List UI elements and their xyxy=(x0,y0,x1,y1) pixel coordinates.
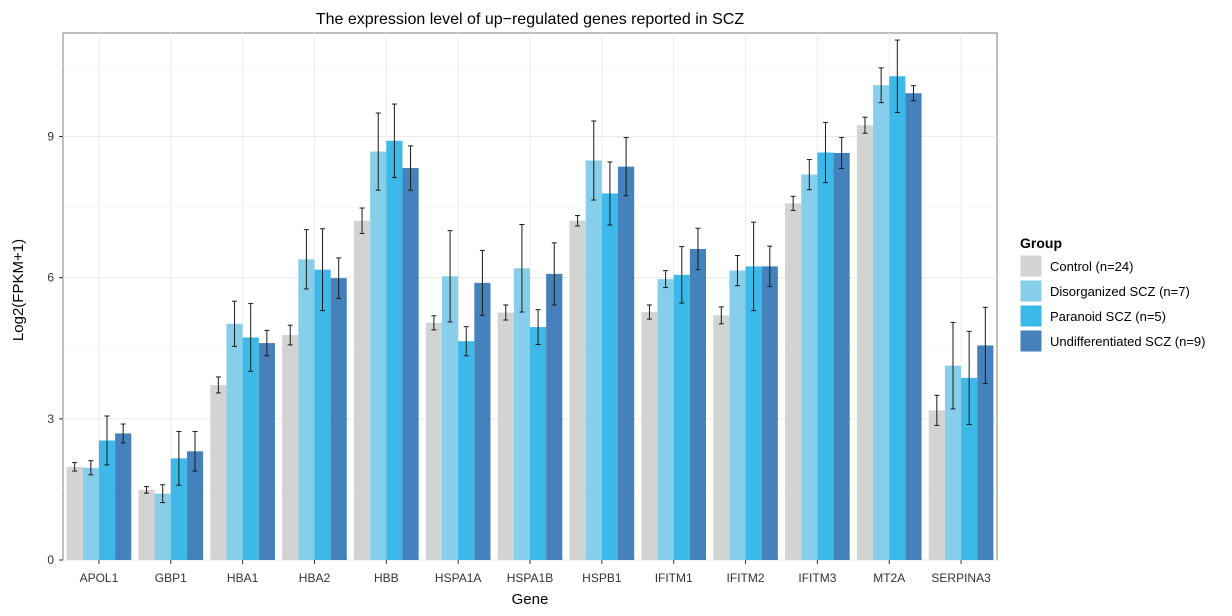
bar-hspa1a-0 xyxy=(425,322,442,560)
x-tick-label: IFITM3 xyxy=(798,571,836,585)
bar-hspb1-0 xyxy=(569,220,586,560)
bar-serpina3-0 xyxy=(928,410,945,560)
bar-hba1-1 xyxy=(226,323,243,560)
x-tick-label: HSPA1B xyxy=(507,571,553,585)
x-tick-label: GBP1 xyxy=(155,571,187,585)
bar-gbp1-0 xyxy=(138,489,155,560)
bar-hspb1-2 xyxy=(601,193,619,560)
bar-ifitm1-0 xyxy=(641,312,658,560)
bar-ifitm2-0 xyxy=(713,315,730,560)
bar-hba2-1 xyxy=(298,259,315,560)
x-tick-label: HBA1 xyxy=(227,571,259,585)
y-tick-label: 6 xyxy=(47,271,54,285)
y-tick-label: 0 xyxy=(47,553,54,567)
bar-gbp1-2 xyxy=(170,458,187,560)
legend-swatch xyxy=(1020,305,1042,327)
bar-hba1-3 xyxy=(258,343,275,560)
bar-hspa1a-2 xyxy=(458,341,475,560)
bar-hbb-2 xyxy=(386,140,403,560)
legend-swatch xyxy=(1020,280,1042,302)
bar-hspb1-3 xyxy=(618,166,635,560)
bar-mt2a-2 xyxy=(889,76,906,561)
bar-hspa1b-0 xyxy=(497,312,514,560)
bar-ifitm3-1 xyxy=(801,174,818,560)
plot-area: 0 3 6 9 APOL1 GBP1 HBA1 HBA2 HBB HSPA1A HSPA1B HSPB… xyxy=(47,32,998,585)
legend-label: Disorganized SCZ (n=7) xyxy=(1050,284,1190,299)
bar-ifitm1-3 xyxy=(689,248,707,560)
bar-hba1-2 xyxy=(242,337,259,560)
legend-label: Control (n=24) xyxy=(1050,259,1133,274)
x-tick-label: SERPINA3 xyxy=(931,571,991,585)
bar-ifitm3-0 xyxy=(785,203,802,560)
bar-hba1-0 xyxy=(210,384,227,560)
bar-hspa1a-3 xyxy=(474,282,491,560)
bar-serpina3-3 xyxy=(977,345,994,560)
bar-ifitm1-1 xyxy=(657,279,674,560)
x-tick-label: MT2A xyxy=(873,571,905,585)
bar-gbp1-1 xyxy=(154,493,171,560)
y-axis-label: Log2(FPKM+1) xyxy=(10,239,27,341)
bar-gbp1-3 xyxy=(186,451,204,560)
x-tick-label: APOL1 xyxy=(80,571,119,585)
bar-apol1-3 xyxy=(115,433,132,560)
bar-apol1-2 xyxy=(98,440,116,560)
legend-swatch xyxy=(1020,330,1042,352)
bar-hbb-0 xyxy=(353,220,371,560)
bar-mt2a-3 xyxy=(905,93,922,560)
bar-hspa1a-1 xyxy=(441,276,459,560)
bar-ifitm1-2 xyxy=(673,274,690,560)
bar-hba2-2 xyxy=(314,269,331,560)
bar-hspb1-1 xyxy=(585,160,602,560)
bar-hbb-3 xyxy=(402,168,419,560)
bar-hspa1b-3 xyxy=(546,273,563,560)
bar-ifitm2-1 xyxy=(729,270,746,560)
y-tick-label: 3 xyxy=(47,412,54,426)
bar-apol1-0 xyxy=(66,466,83,560)
bar-ifitm3-2 xyxy=(817,152,834,561)
bar-ifitm2-2 xyxy=(745,266,762,560)
bar-serpina3-1 xyxy=(944,365,962,560)
y-tick-label: 9 xyxy=(47,130,54,144)
legend-swatch xyxy=(1020,255,1042,277)
bar-hba2-3 xyxy=(330,278,347,560)
bar-mt2a-0 xyxy=(856,125,874,560)
legend: Group Control (n=24) Disorganized SCZ (n=… xyxy=(1019,235,1205,353)
bar-hba2-0 xyxy=(282,335,299,560)
bar-serpina3-2 xyxy=(961,377,978,560)
chart-title: The expression level of up−regulated gen… xyxy=(316,11,744,28)
x-tick-label: IFITM2 xyxy=(727,571,765,585)
x-tick-label: HBA2 xyxy=(299,571,331,585)
bar-apol1-1 xyxy=(82,467,99,560)
bar-hspa1b-1 xyxy=(513,268,530,560)
bar-hbb-1 xyxy=(370,151,387,560)
x-tick-label: HSPA1A xyxy=(435,571,481,585)
bar-ifitm3-3 xyxy=(833,152,850,560)
legend-label: Paranoid SCZ (n=5) xyxy=(1050,309,1166,324)
x-tick-label: IFITM1 xyxy=(655,571,693,585)
bar-hspa1b-2 xyxy=(530,327,547,560)
x-tick-label: HBB xyxy=(374,571,399,585)
x-tick-label: HSPB1 xyxy=(582,571,622,585)
bar-ifitm2-3 xyxy=(761,266,778,560)
bar-mt2a-1 xyxy=(873,85,890,560)
x-axis-label: Gene xyxy=(512,591,549,608)
legend-title: Group xyxy=(1020,235,1062,251)
legend-label: Undifferentiated SCZ (n=9) xyxy=(1050,334,1205,349)
